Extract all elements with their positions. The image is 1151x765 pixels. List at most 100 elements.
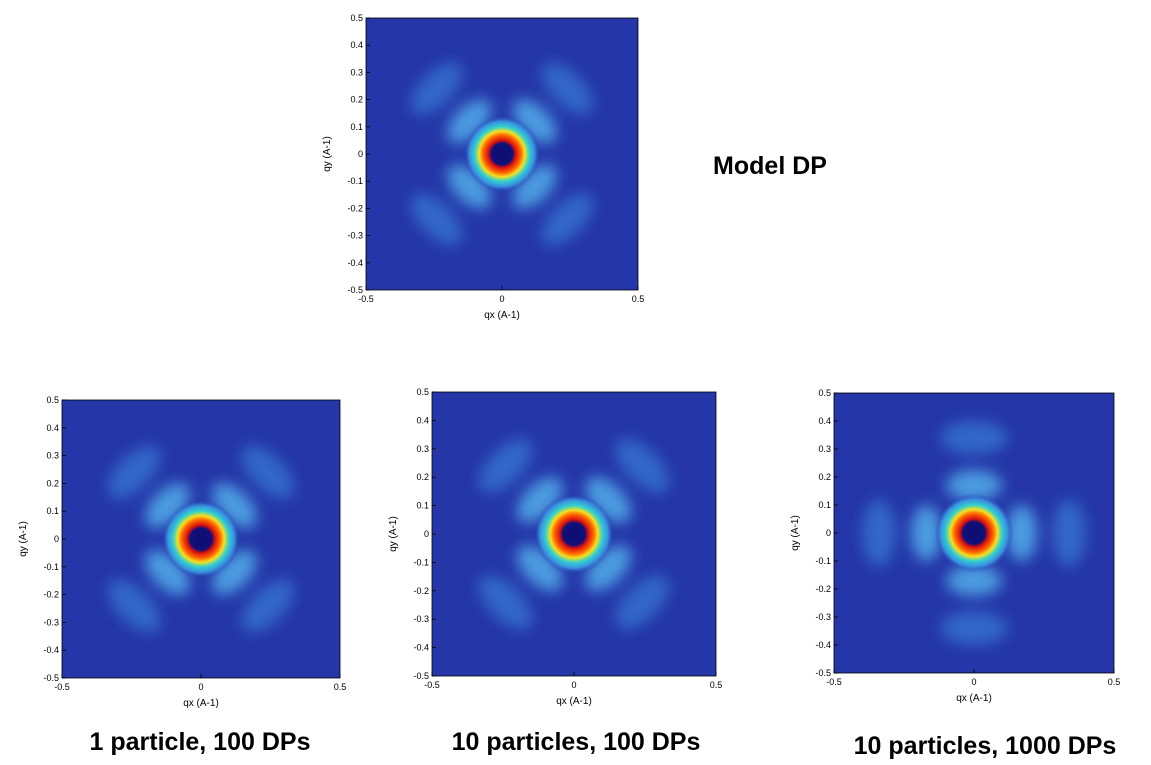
y-tick-label: 0.4 [818,416,831,426]
y-tick-label: -0.3 [815,612,831,622]
lobe [211,549,257,595]
core [934,493,1014,573]
panel-caption: 1 particle, 100 DPs [90,728,311,756]
core [162,500,240,578]
lobe [241,579,295,633]
x-tick-label: 0 [198,682,203,692]
x-tick-label: 0 [499,294,504,304]
y-tick-label: -0.2 [43,590,59,600]
y-tick-label: -0.4 [43,645,59,655]
y-axis-label: qy (A-1) [388,516,399,552]
y-tick-label: -0.3 [347,231,363,241]
x-axis-label: qx (A-1) [956,693,992,704]
y-tick-label: -0.2 [815,584,831,594]
lobe [541,193,594,246]
x-tick-label: -0.5 [826,677,842,687]
x-axis-label: qx (A-1) [484,310,520,321]
lobe [241,445,295,499]
heatmap-image [834,393,1114,673]
y-tick-label: 0.1 [350,122,363,132]
lobe [145,549,191,595]
heatmap-lobes [107,445,295,633]
x-tick-label: 0.5 [710,680,723,690]
lobe [478,575,533,630]
y-tick-label: -0.4 [413,643,429,653]
lobe [585,545,632,592]
heatmap-image [366,18,638,290]
lobe [107,579,161,633]
y-tick-label: 0.5 [416,387,429,397]
y-tick-label: -0.1 [413,557,429,567]
lobe [107,445,161,499]
core [463,115,541,193]
y-tick-label: 0.4 [416,415,429,425]
lobe [940,611,1008,645]
y-tick-label: -0.3 [413,614,429,624]
y-axis-label: qy (A-1) [18,521,29,557]
panel-caption: 10 particles, 100 DPs [452,728,701,756]
y-tick-label: 0.2 [416,472,429,482]
lobe [447,164,492,209]
y-tick-label: 0 [358,149,363,159]
heatmap-image [62,400,340,678]
x-tick-label: -0.5 [358,294,374,304]
y-tick-label: -0.2 [413,586,429,596]
heatmap-lobes [478,438,670,630]
x-tick-label: 0.5 [334,682,347,692]
x-tick-label: -0.5 [54,682,70,692]
lobe [211,483,257,529]
lobe [940,421,1008,455]
y-tick-label: 0.4 [350,40,363,50]
y-tick-label: -0.4 [815,640,831,650]
y-tick-label: 0.1 [46,506,59,516]
lobe [516,476,563,523]
y-tick-label: 0.1 [818,500,831,510]
y-tick-label: -0.1 [347,176,363,186]
lobe [946,470,1002,501]
lobe [410,62,463,115]
lobe [541,62,594,115]
x-tick-label: 0.5 [1108,677,1121,687]
y-tick-label: 0 [424,529,429,539]
heatmap-image [432,392,716,676]
y-tick-label: 0.3 [350,67,363,77]
lobe [946,565,1002,596]
lobe [447,99,492,144]
y-tick-label: -0.5 [347,285,363,295]
y-tick-label: -0.4 [347,258,363,268]
y-tick-label: -0.3 [43,617,59,627]
y-tick-label: 0.3 [416,444,429,454]
x-tick-label: -0.5 [424,680,440,690]
lobe [478,438,533,493]
core [534,494,614,574]
y-tick-label: 0.5 [350,13,363,23]
y-tick-label: 0.4 [46,423,59,433]
x-axis-label: qx (A-1) [556,696,592,707]
lobe [862,499,896,567]
y-axis-label: qy (A-1) [322,136,333,172]
y-tick-label: -0.1 [815,556,831,566]
x-axis-label: qx (A-1) [183,698,219,709]
y-tick-label: 0.2 [818,472,831,482]
lobe [145,483,191,529]
y-tick-label: 0 [54,534,59,544]
y-tick-label: -0.1 [43,562,59,572]
x-tick-label: 0 [571,680,576,690]
lobe [516,545,563,592]
x-tick-label: 0 [971,677,976,687]
y-axis-label: qy (A-1) [790,515,801,551]
lobe [615,438,670,493]
lobe [512,164,557,209]
lobe [1006,505,1037,561]
heatmap-lobes [410,62,594,246]
lobe [1052,499,1086,567]
lobe [911,505,942,561]
y-tick-label: 0.5 [46,395,59,405]
y-tick-label: 0.3 [46,451,59,461]
lobe [410,193,463,246]
lobe [512,99,557,144]
x-tick-label: 0.5 [632,294,645,304]
y-tick-label: -0.5 [413,671,429,681]
panel-caption: Model DP [713,152,827,180]
